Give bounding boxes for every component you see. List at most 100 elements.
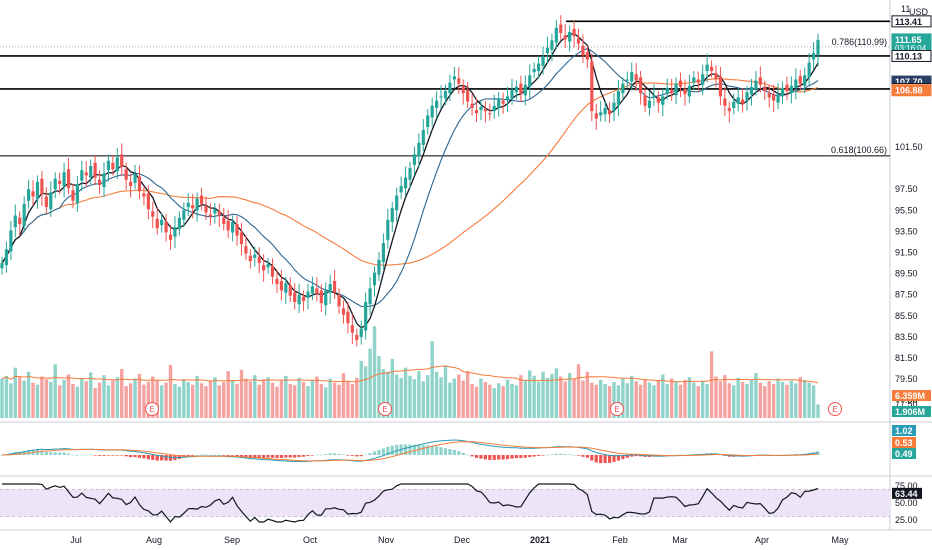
macd-histogram-bar [120, 455, 124, 456]
volume-bar [798, 377, 802, 418]
candle-body [461, 85, 465, 94]
volume-bar [88, 372, 93, 418]
candle-body [151, 211, 155, 217]
candle-body [160, 219, 164, 226]
macd-histogram-bar [372, 451, 377, 455]
volume-bar [275, 386, 279, 418]
macd-histogram-bar [563, 454, 567, 455]
volume-bar [625, 383, 630, 418]
macd-histogram-bar [590, 455, 594, 461]
candle-body [244, 246, 248, 254]
volume-bar [785, 384, 789, 418]
macd-histogram-bar [554, 453, 558, 455]
macd-histogram-bar [62, 452, 66, 455]
candle-body [18, 217, 22, 225]
candle-body [315, 288, 319, 294]
macd-histogram-bar [630, 455, 634, 457]
volume-bar [452, 378, 457, 418]
candle-body [661, 96, 665, 105]
macd-histogram-bar [381, 448, 385, 455]
macd-histogram-bar [492, 455, 496, 460]
rsi-pane[interactable] [0, 483, 890, 523]
volume-bar [598, 379, 603, 418]
macd-histogram-bar [235, 455, 239, 457]
time-axis-label: Mar [672, 535, 688, 545]
candle-body [665, 87, 669, 94]
macd-histogram-bar [231, 455, 235, 456]
volume-bar [590, 382, 594, 418]
candle-body [350, 325, 354, 333]
macd-histogram-bar [191, 455, 195, 456]
volume-bar [0, 378, 4, 418]
price-tick-label: 93.50 [895, 226, 918, 236]
candle-body [421, 130, 425, 145]
ma-mid-line [1, 47, 819, 307]
volume-bar [186, 381, 190, 418]
macd-histogram-bar [483, 455, 487, 460]
candle-body [523, 84, 527, 96]
earnings-label: E [149, 405, 154, 414]
volume-bar [332, 382, 337, 418]
earnings-label: E [832, 405, 837, 414]
candle-body [377, 259, 381, 275]
candle-body [492, 105, 496, 112]
volume-bar [297, 377, 301, 418]
price-pane[interactable]: 0.786(110.99) 0.618(100.66) [0, 0, 932, 531]
candle-body [483, 109, 487, 112]
macd-pane[interactable] [0, 439, 820, 464]
candle-body [554, 27, 558, 43]
time-axis[interactable]: Jul Aug Sep Oct Nov Dec 2021 Feb Mar Apr May [70, 535, 849, 545]
volume-bar [324, 387, 328, 418]
macd-tag [892, 437, 916, 448]
macd-histogram-bar [284, 455, 288, 458]
macd-histogram-bar [634, 455, 638, 457]
candle-body [607, 110, 612, 115]
volume-bar [448, 382, 452, 418]
volume-bar [71, 384, 75, 418]
volume-bar [57, 385, 62, 418]
volume-bar [661, 374, 665, 418]
volume-bar [621, 377, 625, 418]
candle-body [537, 63, 541, 72]
candle-body [723, 98, 727, 106]
candle-body [120, 154, 124, 168]
candle-body [27, 189, 31, 201]
volume-bar [261, 379, 266, 418]
macd-histogram-bar [257, 455, 261, 458]
volume-bar [177, 386, 182, 418]
volume-bar [106, 385, 111, 418]
macd-histogram-bar [519, 455, 523, 459]
volume-bar [341, 373, 346, 418]
candle-body [279, 280, 283, 291]
macd-histogram-bar [124, 455, 128, 457]
volume-bar [346, 381, 350, 418]
macd-histogram-bar [594, 455, 598, 463]
candle-body [275, 278, 279, 285]
candle-body [430, 105, 434, 118]
candle-body [4, 249, 9, 266]
candle-body [692, 77, 696, 83]
candle-body [541, 56, 545, 66]
candle-body [390, 208, 394, 222]
price-tick-label: 79.50 [895, 374, 918, 384]
time-axis-label: Dec [454, 535, 471, 545]
price-tag-countdown: 03:16:04 [895, 44, 927, 53]
macd-histogram-bar [501, 455, 505, 460]
volume-bar [678, 384, 683, 418]
time-axis-label: Apr [755, 535, 769, 545]
volume-bar [319, 384, 324, 418]
price-tick-label: 83.50 [895, 332, 918, 342]
macd-histogram-bar [621, 455, 625, 460]
macd-histogram-bar [612, 455, 616, 462]
macd-histogram-bar [550, 454, 554, 455]
candle-body [435, 100, 439, 108]
candle-body [714, 73, 718, 80]
macd-histogram-bar [115, 455, 119, 456]
volume-bar [510, 384, 514, 418]
candle-body [497, 98, 501, 108]
candle-body [319, 290, 323, 304]
macd-histogram-bar [279, 455, 283, 458]
candle-body [741, 99, 745, 104]
candle-body [408, 168, 412, 180]
